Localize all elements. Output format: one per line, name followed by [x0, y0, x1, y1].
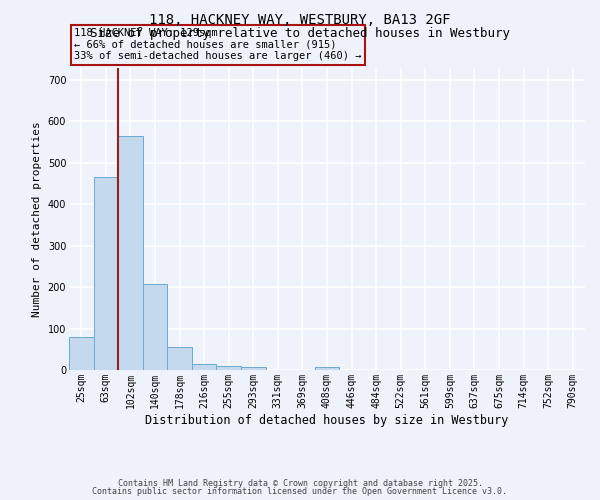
- Bar: [94, 178, 118, 370]
- Bar: [217, 366, 241, 370]
- Y-axis label: Number of detached properties: Number of detached properties: [32, 121, 42, 316]
- Text: Contains public sector information licensed under the Open Government Licence v3: Contains public sector information licen…: [92, 487, 508, 496]
- Bar: [143, 284, 167, 370]
- Bar: [69, 337, 94, 370]
- Bar: [192, 364, 217, 370]
- Text: 118, HACKNEY WAY, WESTBURY, BA13 2GF: 118, HACKNEY WAY, WESTBURY, BA13 2GF: [149, 12, 451, 26]
- Bar: [167, 347, 192, 370]
- Text: Size of property relative to detached houses in Westbury: Size of property relative to detached ho…: [90, 28, 510, 40]
- Bar: [241, 367, 266, 370]
- Text: Contains HM Land Registry data © Crown copyright and database right 2025.: Contains HM Land Registry data © Crown c…: [118, 478, 482, 488]
- Bar: [118, 136, 143, 370]
- Text: 118 HACKNEY WAY: 129sqm
← 66% of detached houses are smaller (915)
33% of semi-d: 118 HACKNEY WAY: 129sqm ← 66% of detache…: [74, 28, 362, 62]
- X-axis label: Distribution of detached houses by size in Westbury: Distribution of detached houses by size …: [145, 414, 509, 426]
- Bar: [315, 367, 339, 370]
